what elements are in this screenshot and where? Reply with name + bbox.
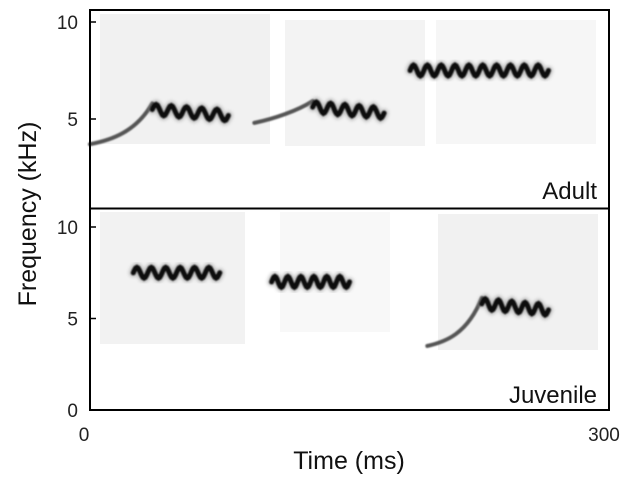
panel-label-adult: Adult: [542, 178, 597, 205]
spectrogram-background-tiles: [100, 14, 598, 350]
x-axis-title: Time (ms): [293, 447, 405, 475]
adult-syllable-3: [405, 59, 553, 82]
adult-syllable-2: [252, 96, 389, 125]
axis-ticks: [90, 21, 96, 411]
y-axis-title: Frequency (kHz): [14, 122, 42, 307]
juvenile-syllable-1: [128, 262, 225, 284]
x-tick-label: 0: [79, 425, 90, 446]
panel-label-juvenile: Juvenile: [509, 382, 597, 409]
plot-frame: [89, 9, 610, 411]
juvenile-syllable-2: [267, 271, 354, 293]
juvenile-syllable-3: [425, 293, 553, 348]
syllable-marks: [88, 59, 553, 348]
y-tick-label: 5: [67, 310, 78, 331]
x-tick-label: 300: [588, 425, 620, 446]
y-tick-label: 0: [67, 401, 78, 422]
y-tick-label: 10: [57, 13, 78, 34]
y-tick-label: 10: [57, 218, 78, 239]
adult-syllable-1: [88, 99, 233, 147]
y-tick-label: 5: [67, 110, 78, 131]
tick-labels: 5 10 0 5 10 0 300: [57, 13, 620, 446]
